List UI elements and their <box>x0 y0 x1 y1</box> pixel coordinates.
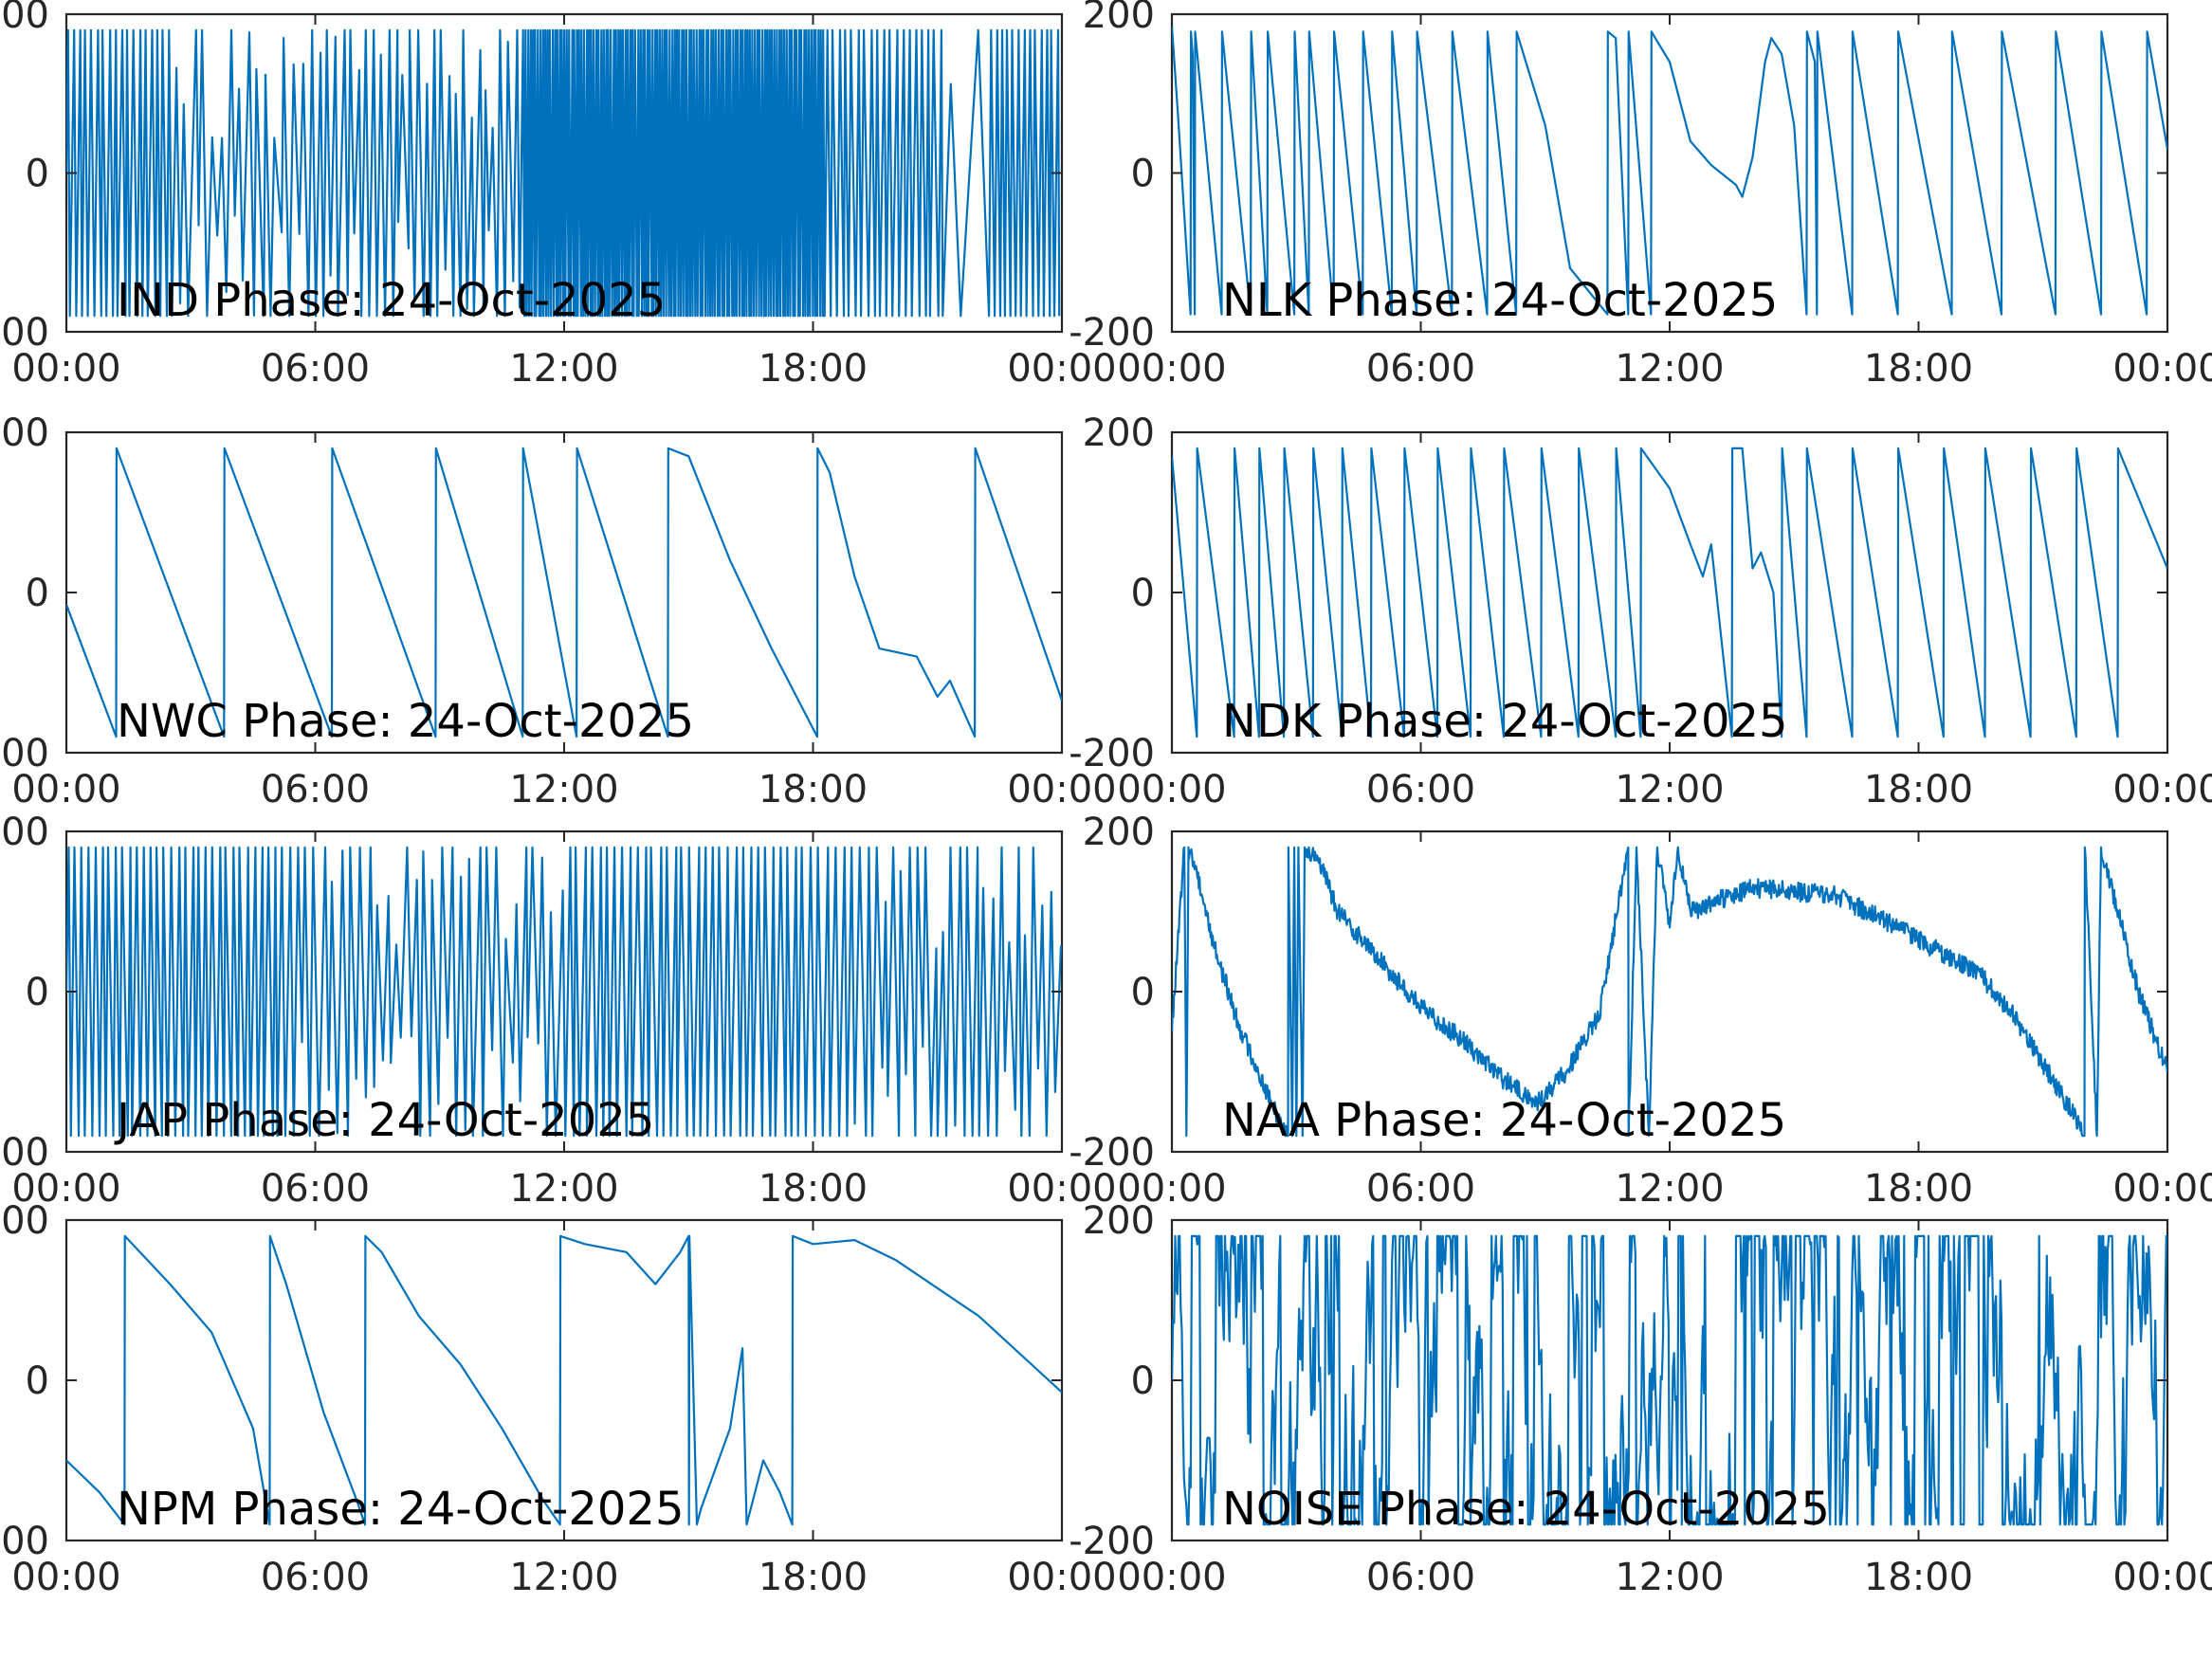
y-tick-label: 200 <box>1083 411 1155 455</box>
x-tick-label: 18:00 <box>759 1556 868 1599</box>
x-tick-label: 00:00 <box>11 768 120 811</box>
x-tick-label: 18:00 <box>759 768 868 811</box>
y-tick-label: 0 <box>26 572 49 615</box>
series-line <box>1172 447 2167 738</box>
series-line <box>1172 26 2167 316</box>
y-tick-label: -200 <box>0 1520 49 1563</box>
y-tick-label: -200 <box>1069 311 1155 355</box>
x-tick-label: 00:00 <box>11 1556 120 1599</box>
x-tick-label: 00:00 <box>1117 1556 1226 1599</box>
panel-title: NOISE Phase: 24-Oct-2025 <box>1222 1483 1830 1536</box>
panel-title: NWC Phase: 24-Oct-2025 <box>117 695 694 748</box>
x-tick-label: 06:00 <box>261 1556 370 1599</box>
series-line <box>66 447 1062 738</box>
x-tick-label: 06:00 <box>1366 1167 1475 1211</box>
x-tick-label: 00:00 <box>2112 1556 2212 1599</box>
y-tick-label: 0 <box>1131 1359 1155 1403</box>
y-tick-label: -200 <box>1069 1520 1155 1563</box>
y-tick-label: 0 <box>26 1359 49 1403</box>
x-tick-label: 12:00 <box>509 768 618 811</box>
panel-title: IND Phase: 24-Oct-2025 <box>117 274 666 327</box>
x-tick-label: 06:00 <box>1366 1556 1475 1599</box>
y-tick-label: 200 <box>1083 811 1155 854</box>
x-tick-label: 18:00 <box>1864 768 1973 811</box>
y-tick-label: 200 <box>1083 1199 1155 1243</box>
x-tick-label: 00:00 <box>1007 347 1116 391</box>
x-tick-label: 00:00 <box>2112 347 2212 391</box>
series-line <box>66 28 1061 318</box>
x-tick-label: 12:00 <box>1615 768 1724 811</box>
y-tick-label: 0 <box>26 971 49 1014</box>
y-tick-label: 0 <box>26 153 49 196</box>
panel-title: NDK Phase: 24-Oct-2025 <box>1222 695 1788 748</box>
x-tick-label: 06:00 <box>261 347 370 391</box>
y-tick-label: 200 <box>1083 0 1155 37</box>
x-tick-label: 00:00 <box>1117 768 1226 811</box>
x-tick-label: 00:00 <box>2112 768 2212 811</box>
series-line <box>1172 1234 2167 1526</box>
x-tick-label: 12:00 <box>509 1167 618 1211</box>
x-tick-label: 06:00 <box>261 1167 370 1211</box>
y-tick-label: -200 <box>1069 732 1155 775</box>
y-tick-label: -200 <box>1069 1131 1155 1175</box>
x-tick-label: 00:00 <box>11 347 120 391</box>
series-line <box>66 1234 1062 1526</box>
axes-frame <box>64 430 1064 755</box>
x-tick-label: 18:00 <box>1864 1556 1973 1599</box>
x-tick-label: 00:00 <box>2112 1167 2212 1211</box>
panel-title: NAA Phase: 24-Oct-2025 <box>1222 1094 1786 1147</box>
x-tick-label: 00:00 <box>1007 768 1116 811</box>
y-tick-label: 200 <box>0 0 49 37</box>
x-tick-label: 06:00 <box>261 768 370 811</box>
y-tick-label: -200 <box>0 732 49 775</box>
y-tick-label: 0 <box>1131 153 1155 196</box>
x-tick-label: 18:00 <box>1864 1167 1973 1211</box>
x-tick-label: 00:00 <box>1117 347 1226 391</box>
x-tick-label: 00:00 <box>11 1167 120 1211</box>
x-tick-label: 12:00 <box>509 347 618 391</box>
y-tick-label: 200 <box>0 1199 49 1243</box>
y-tick-label: -200 <box>0 311 49 355</box>
x-tick-label: 06:00 <box>1366 768 1475 811</box>
x-tick-label: 00:00 <box>1007 1167 1116 1211</box>
series-line <box>1172 846 2167 1138</box>
y-tick-label: 0 <box>1131 971 1155 1014</box>
x-tick-label: 12:00 <box>1615 1556 1724 1599</box>
axes-frame <box>1170 830 2169 1154</box>
y-tick-label: 200 <box>0 411 49 455</box>
panel-title: NPM Phase: 24-Oct-2025 <box>117 1483 684 1536</box>
x-tick-label: 12:00 <box>1615 347 1724 391</box>
x-tick-label: 12:00 <box>1615 1167 1724 1211</box>
panel-title: NLK Phase: 24-Oct-2025 <box>1222 274 1778 327</box>
panel-title: JAP Phase: 24-Oct-2025 <box>114 1094 654 1147</box>
x-tick-label: 18:00 <box>759 347 868 391</box>
x-tick-label: 00:00 <box>1117 1167 1226 1211</box>
x-tick-label: 18:00 <box>1864 347 1973 391</box>
series-line <box>66 846 1062 1138</box>
y-tick-label: -200 <box>0 1131 49 1175</box>
x-tick-label: 00:00 <box>1007 1556 1116 1599</box>
y-tick-label: 0 <box>1131 572 1155 615</box>
y-tick-label: 200 <box>0 811 49 854</box>
x-tick-label: 18:00 <box>759 1167 868 1211</box>
x-tick-label: 06:00 <box>1366 347 1475 391</box>
x-tick-label: 12:00 <box>509 1556 618 1599</box>
